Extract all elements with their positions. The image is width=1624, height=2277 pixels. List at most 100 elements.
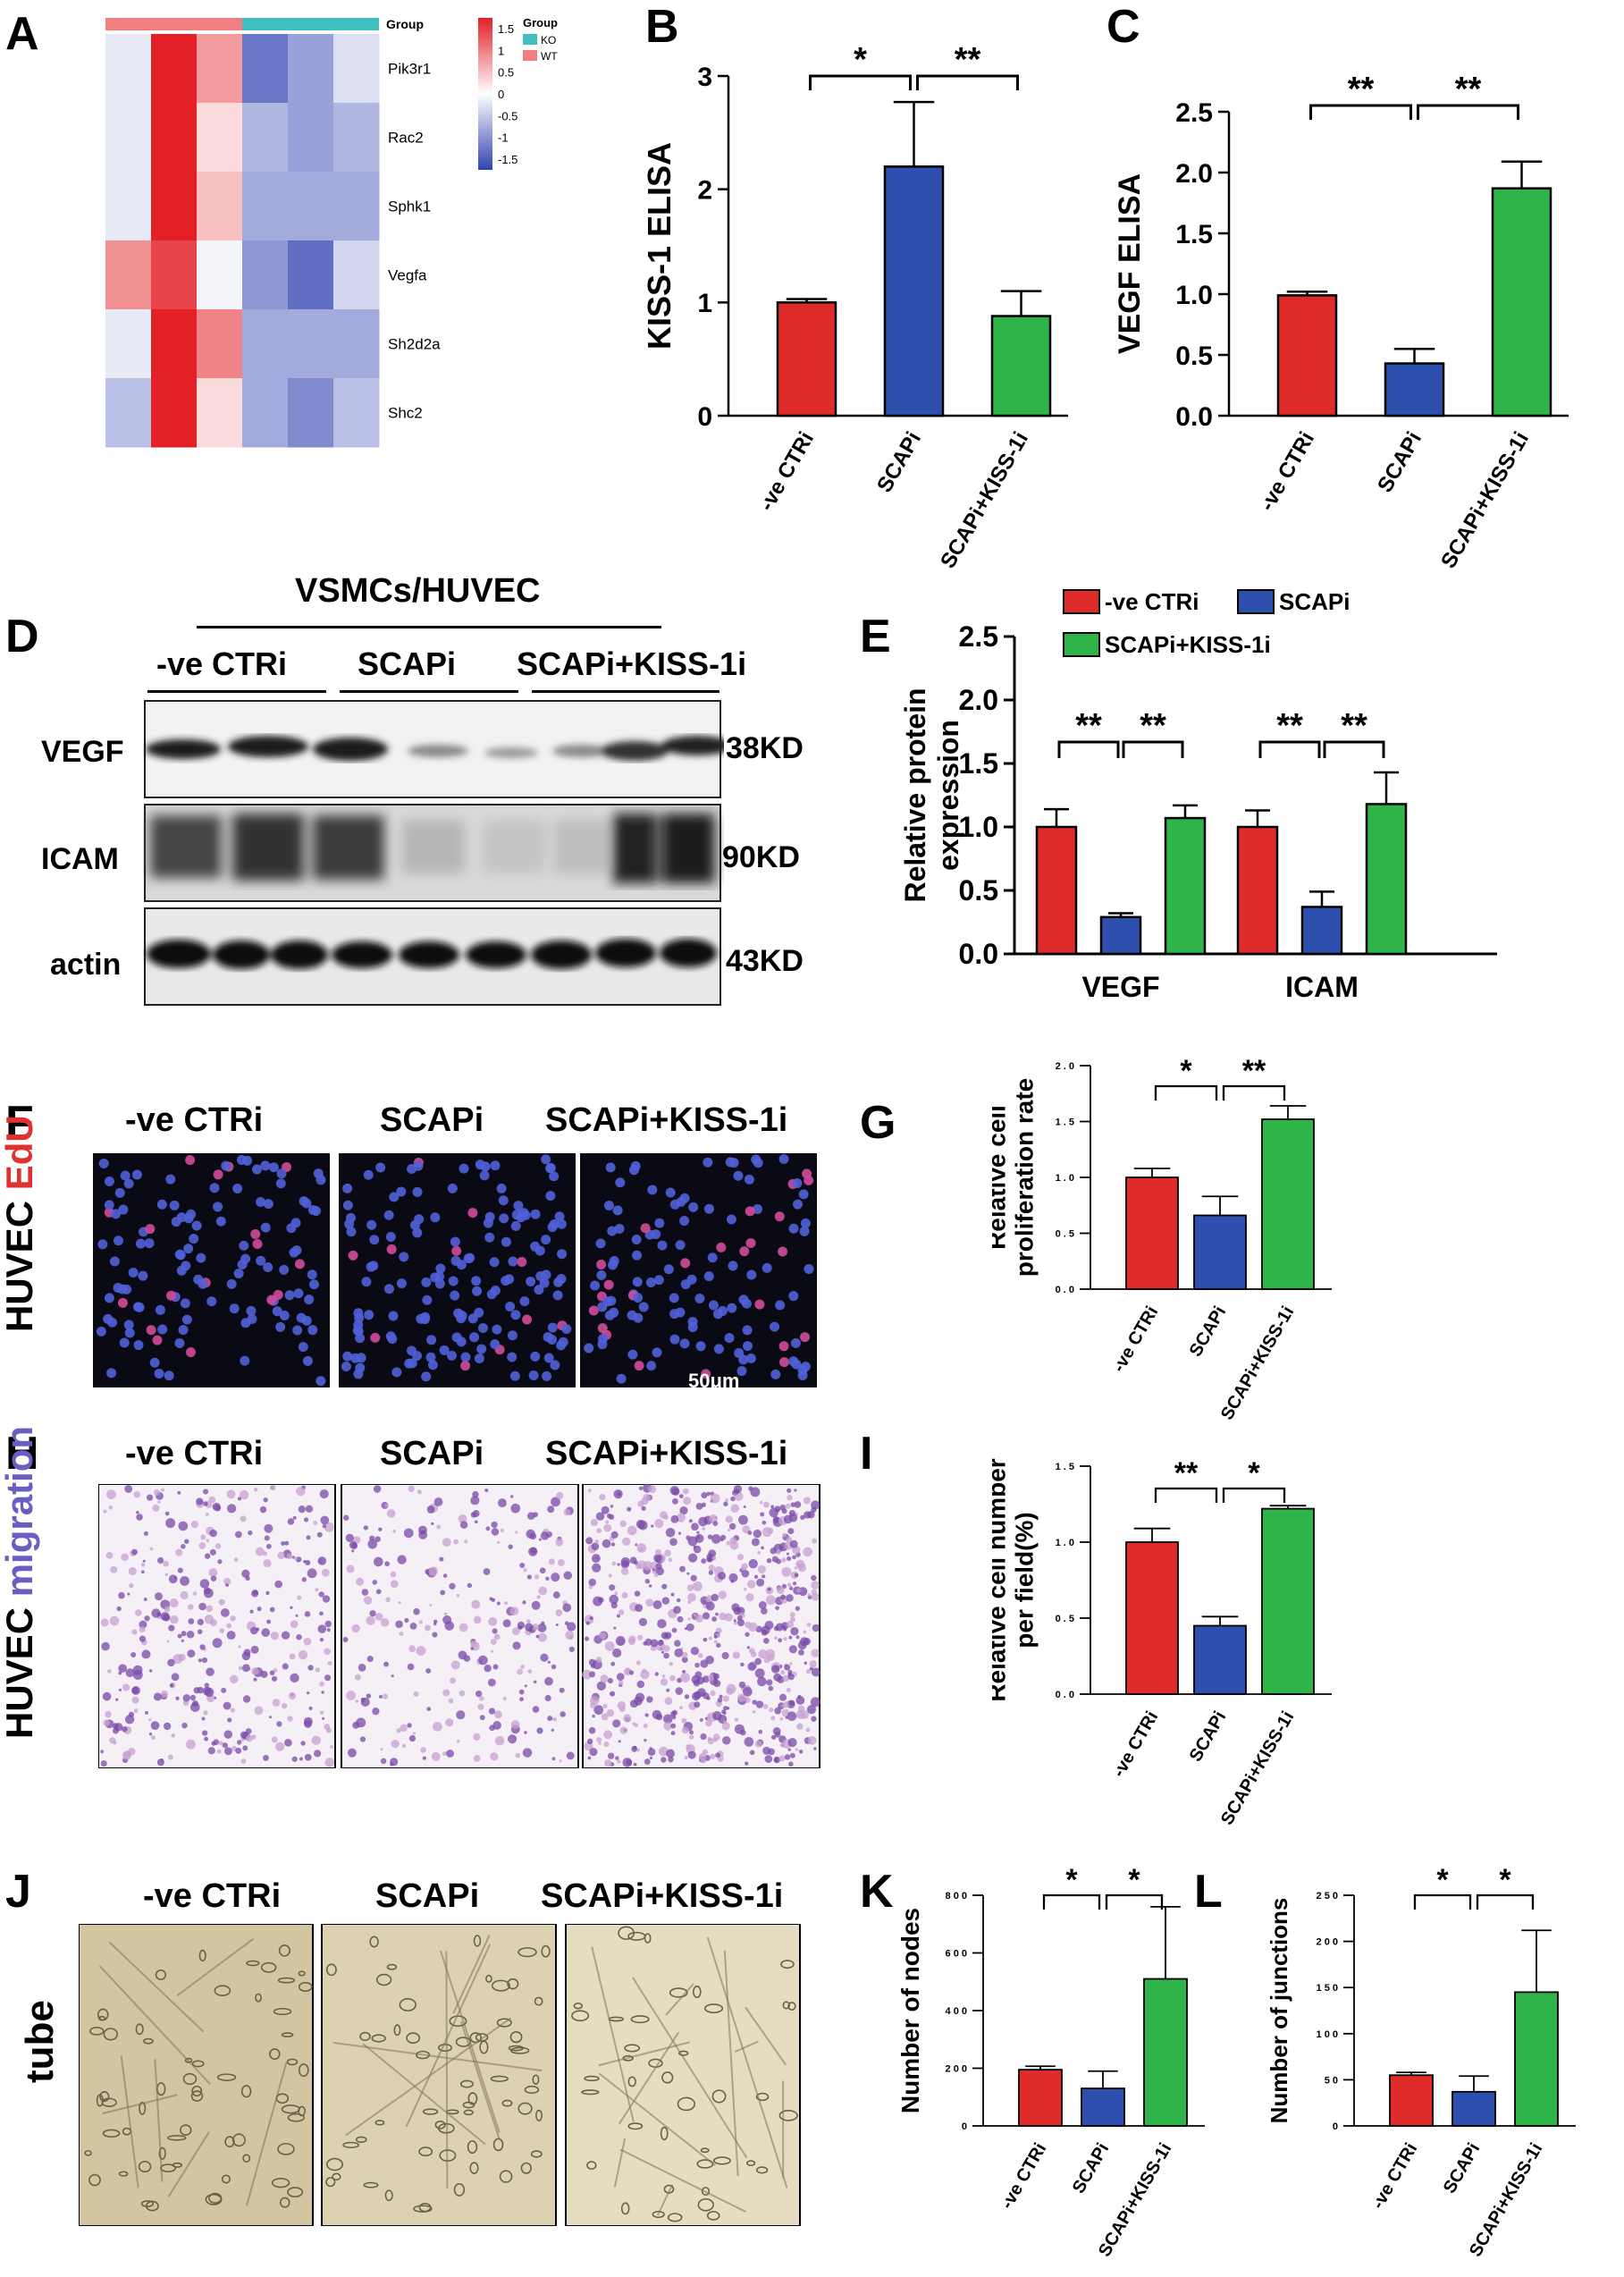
migration-cell (269, 1670, 275, 1676)
tube-branch (176, 1937, 255, 1996)
migration-cell (773, 1625, 779, 1632)
migration-cell (797, 1563, 807, 1573)
migration-cell (226, 1489, 236, 1499)
migration-cell (197, 1618, 205, 1626)
migration-cell (811, 1581, 820, 1590)
migration-cell (315, 1667, 321, 1673)
heatmap-cell (197, 34, 243, 104)
migration-cell (212, 1502, 221, 1511)
migration-cell (664, 1549, 671, 1556)
migration-cell (619, 1520, 627, 1528)
migration-cell (657, 1640, 664, 1647)
migration-cell (540, 1653, 549, 1662)
migration-cell (788, 1635, 793, 1640)
tube-cell (99, 2091, 110, 2103)
migration-cell (372, 1707, 380, 1716)
migration-cell (632, 1722, 636, 1726)
migration-cell (589, 1748, 598, 1757)
migration-cell (792, 1555, 796, 1560)
migration-cell (488, 1708, 496, 1715)
heatmap-scale-tick: -0.5 (498, 109, 517, 122)
migration-cell (812, 1538, 818, 1544)
heatmap-cell (333, 309, 380, 379)
bar (1018, 2069, 1063, 2127)
migration-cell (674, 1648, 684, 1657)
migration-cell (150, 1735, 156, 1741)
tube-cell (359, 2031, 371, 2042)
edu-cell (501, 1236, 511, 1247)
migration-cell (661, 1583, 668, 1590)
migration-cell (566, 1751, 575, 1760)
migration-cell (490, 1752, 499, 1761)
migration-cell (239, 1489, 249, 1500)
tube-cell (697, 2197, 714, 2212)
migration-cell (611, 1561, 617, 1566)
migration-cell (649, 1747, 652, 1750)
edu-cell (119, 1337, 130, 1348)
migration-cell (222, 1742, 229, 1749)
migration-cell (524, 1731, 527, 1734)
legend-label: SCAPi+KISS-1i (1105, 631, 1271, 658)
significance-bracket (1413, 1893, 1472, 1910)
edu-cell (284, 1290, 295, 1301)
migration-side-a: HUVEC (0, 1607, 40, 1739)
tube-cell (620, 2202, 630, 2215)
migration-cell (809, 1660, 817, 1668)
migration-cell (770, 1716, 776, 1721)
migration-cell (681, 1657, 688, 1664)
migration-cell (256, 1627, 260, 1632)
migration-cell (470, 1512, 477, 1518)
migration-cell (730, 1504, 740, 1513)
migration-cell (164, 1511, 170, 1516)
edu-cell (273, 1289, 283, 1300)
edu-cell (439, 1345, 450, 1355)
migration-cell (375, 1589, 382, 1595)
tube-branch (98, 1965, 211, 2085)
y-tick-label: 2.0 (1175, 159, 1213, 189)
migration-microscopy (98, 1484, 820, 1768)
migration-cell (349, 1540, 358, 1549)
migration-cell (169, 1683, 174, 1688)
category-label: ICAM (1285, 971, 1359, 1003)
tube-group-1: -ve CTRi (143, 1877, 282, 1915)
migration-cell (612, 1648, 622, 1658)
tube-cell (240, 2085, 252, 2098)
migration-cell (303, 1560, 307, 1564)
category-label: SCAPi (1440, 2140, 1485, 2197)
migration-cell (372, 1580, 378, 1585)
tube-cell (422, 2108, 439, 2115)
y-tick-label: 1 . 0 (1056, 1173, 1074, 1184)
migration-cell (671, 1627, 677, 1633)
migration-cell (281, 1702, 288, 1709)
bar (1035, 825, 1078, 956)
migration-cell (562, 1603, 572, 1613)
migration-cell (536, 1727, 543, 1734)
migration-cell (787, 1495, 793, 1501)
edu-side-a: HUVEC (0, 1200, 40, 1332)
heatmap-legend-wt-swatch (523, 50, 537, 61)
migration-cell (178, 1521, 189, 1531)
tube-cell (467, 2092, 478, 2105)
tube-cell (496, 2018, 512, 2028)
edu-cell (416, 1313, 426, 1324)
migration-cell (669, 1661, 673, 1666)
migration-cell (783, 1636, 787, 1641)
migration-cell (489, 1725, 495, 1732)
heatmap-gene-label: Vegfa (388, 267, 427, 284)
heatmap-gene-label: Sphk1 (388, 198, 431, 215)
tube-cell (541, 1944, 551, 1958)
migration-cell (568, 1635, 574, 1640)
edu-cell (778, 1357, 789, 1368)
migration-cell (787, 1711, 797, 1722)
edu-cell (263, 1261, 273, 1272)
heatmap-cell (242, 240, 289, 310)
migration-cell (766, 1557, 772, 1564)
migration-cell (170, 1615, 179, 1624)
migration-cell (787, 1582, 792, 1588)
migration-cell (236, 1740, 242, 1745)
tube-branch (452, 1935, 491, 2014)
migration-cell (281, 1540, 286, 1546)
migration-cell (758, 1729, 763, 1734)
edu-cell (292, 1325, 303, 1336)
edu-scale-bar-label: 50μm (688, 1370, 740, 1392)
